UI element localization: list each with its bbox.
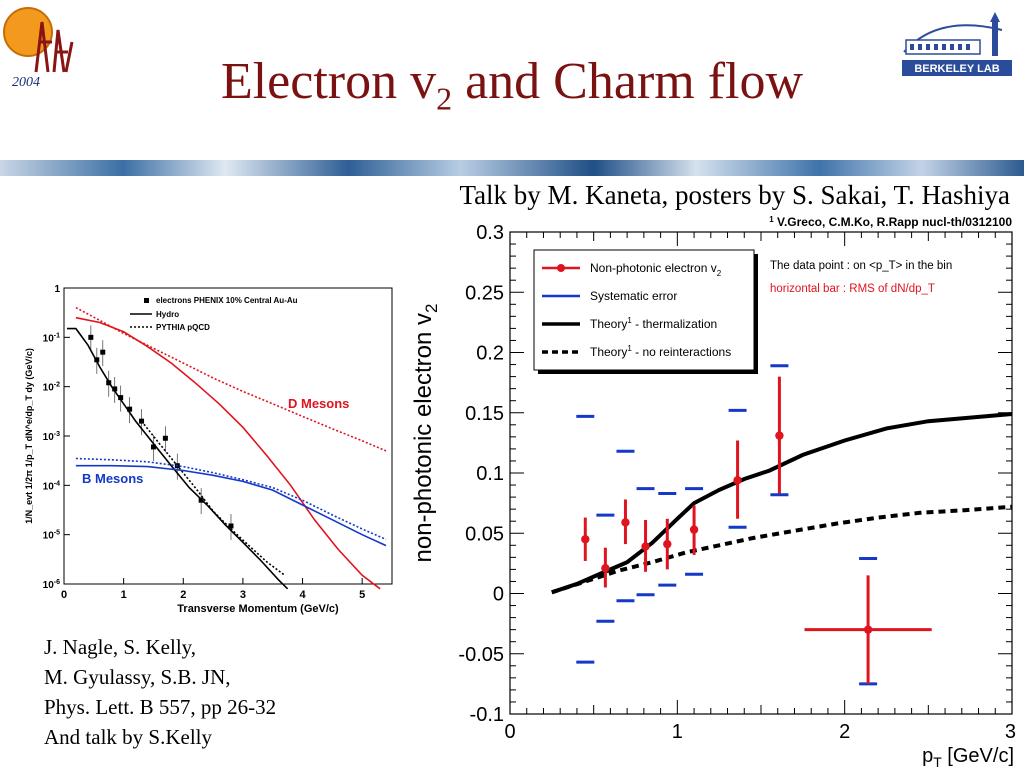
series-line: [75, 457, 387, 541]
data-point: [775, 431, 784, 440]
y-tick-label: 0.15: [465, 403, 504, 425]
talk-subtitle: Talk by M. Kaneta, posters by S. Sakai, …: [459, 180, 1010, 210]
x-axis-title: Transverse Momentum (GeV/c): [177, 603, 339, 615]
lab-building-icon: [905, 12, 1000, 56]
reference-label: 1 V.Greco, C.M.Ko, R.Rapp nucl-th/031210…: [769, 215, 1012, 229]
decorative-banner: [0, 160, 1024, 176]
series-line: [140, 420, 286, 576]
y-tick-label: 10-6: [43, 579, 60, 591]
y-tick-label: 0.2: [476, 343, 504, 365]
x-tick-label: 5: [359, 589, 365, 601]
y-tick-label: -0.1: [470, 704, 504, 726]
data-point: [228, 523, 234, 529]
x-tick-label: 0: [61, 589, 67, 601]
logo-year: 2004: [12, 75, 40, 90]
bridge-icon: [34, 21, 74, 73]
legend-label: Theory1 - thermalization: [590, 316, 717, 331]
credit-line: M. Gyulassy, S.B. JN,: [44, 665, 231, 689]
x-tick-label: 2: [180, 589, 186, 601]
data-point: [112, 386, 118, 392]
y-tick-label: 0: [493, 584, 504, 606]
data-point: [663, 539, 672, 549]
credits-block: J. Nagle, S. Kelly, M. Gyulassy, S.B. JN…: [44, 632, 276, 752]
series-line: [75, 316, 381, 590]
legend-label: PYTHIA pQCD: [156, 323, 210, 332]
data-point: [733, 476, 742, 485]
y-tick-label: 0.25: [465, 282, 504, 304]
lab-label-bg: [902, 60, 1012, 76]
x-tick-label: 1: [121, 589, 127, 601]
annotation-b-mesons: B Mesons: [82, 471, 143, 486]
y-tick-label: 0.05: [465, 523, 504, 545]
series-line: [75, 306, 387, 452]
note-line2: horizontal bar : RMS of dN/dp_T: [770, 283, 935, 295]
x-tick-label: 4: [299, 589, 306, 601]
x-axis-title: pT [GeV/c]: [922, 745, 1014, 768]
series-line: [75, 464, 387, 547]
y-tick-label: -0.05: [458, 644, 504, 666]
data-point: [621, 518, 630, 527]
y-axis-title: 1/N_evt 1/2π 1/p_T dN^e/dp_T dy (GeV/c): [24, 348, 34, 524]
y-tick-label: 0.3: [476, 222, 504, 244]
credit-line: J. Nagle, S. Kelly,: [44, 635, 197, 659]
data-point: [100, 349, 106, 355]
data-point: [150, 444, 156, 450]
legend-label: electrons PHENIX 10% Central Au-Au: [156, 296, 298, 305]
y-tick-label: 10-1: [43, 332, 60, 344]
theory-thermalization-line: [551, 412, 1013, 595]
legend-box: [533, 249, 755, 371]
data-point: [601, 563, 610, 573]
legend-label: Non-photonic electron v2: [590, 261, 722, 278]
data-point: [162, 435, 168, 441]
v2-chart: 0 1 2 3 0.3 0.25 0.2 0.15 0.1 0.05 0 -0.05 -0.1 pT [G…: [410, 215, 1016, 768]
legend-marker: [557, 264, 565, 272]
legend-label: Hydro: [156, 310, 179, 319]
data-point: [127, 406, 133, 412]
spectrum-chart: 0 1 2 3 4 5 1 10-1 10-2 10-3 10-4 10-5 10-6 Transvers…: [18, 272, 402, 622]
qm2004-logo: 2004: [3, 7, 74, 90]
y-axis-title: non-photonic electron v2: [410, 304, 441, 563]
y-tick-label: 10-5: [43, 530, 60, 542]
y-tick-label: 10-2: [43, 382, 60, 394]
x-tick-label: 3: [1005, 721, 1016, 743]
data-point: [88, 334, 94, 340]
y-tick-label: 0.1: [476, 463, 504, 485]
y-tick-label: 1: [54, 284, 60, 295]
legend-marker: [144, 298, 149, 303]
legend-label: Systematic error: [590, 289, 677, 303]
data-point: [118, 395, 124, 401]
berkeley-lab-logo: BERKELEY LAB: [902, 12, 1012, 76]
series-line: [67, 327, 289, 590]
x-tick-label: 3: [240, 589, 246, 601]
data-point: [863, 625, 873, 634]
page-title: Electron v2 and Charm flow: [220, 53, 804, 117]
x-tick-label: 0: [504, 721, 515, 743]
data-point: [641, 542, 650, 551]
annotation-d-mesons: D Mesons: [288, 396, 349, 411]
y-tick-label: 10-4: [43, 480, 60, 492]
data-point: [689, 525, 699, 534]
y-tick-label: 10-3: [43, 431, 60, 443]
credit-line: Phys. Lett. B 557, pp 26-32: [44, 695, 277, 719]
data-point: [581, 535, 590, 544]
lab-label: BERKELEY LAB: [914, 63, 999, 75]
theory-no-reinteraction-line: [551, 504, 1013, 595]
note-line1: The data point : on <p_T> in the bin: [770, 260, 952, 272]
x-tick-label: 2: [839, 721, 850, 743]
credit-line: And talk by S.Kelly: [44, 725, 212, 749]
x-tick-label: 1: [672, 721, 683, 743]
legend-label: Theory1 - no reinteractions: [590, 344, 731, 359]
